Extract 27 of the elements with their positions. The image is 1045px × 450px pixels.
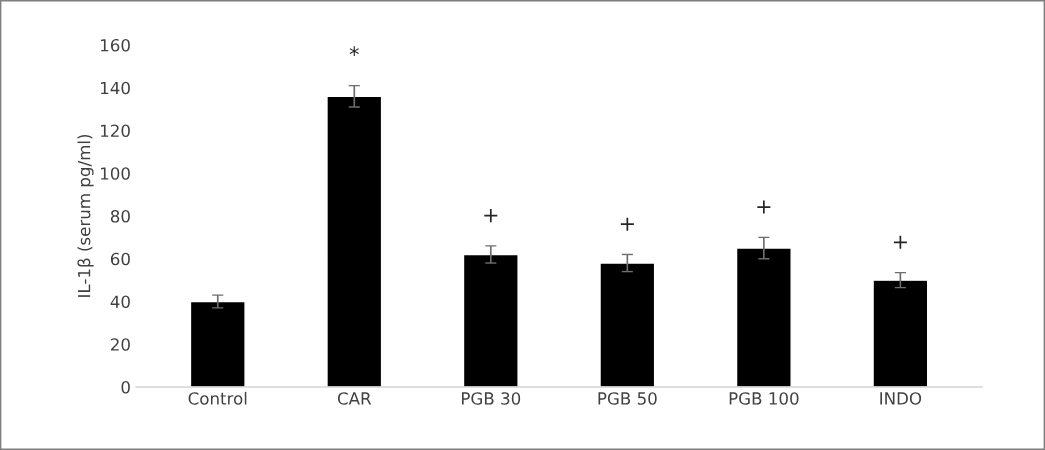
data-label: +	[484, 209, 498, 223]
x-tick-label: INDO	[880, 392, 922, 405]
bar	[462, 253, 519, 387]
y-tick-label: 0	[121, 380, 130, 394]
y-tick-label: 140	[101, 81, 130, 95]
y-tick-label: 100	[101, 167, 130, 180]
x-tick-label: PGB 100	[729, 392, 799, 405]
y-tick-label: 80	[110, 209, 130, 223]
bar	[326, 95, 383, 387]
data-label: *	[349, 46, 359, 56]
data-label: +	[620, 217, 634, 231]
y-tick-label: 20	[111, 338, 130, 351]
data-label: +	[757, 200, 771, 214]
bar	[872, 279, 929, 387]
x-tick-label: CAR	[337, 392, 372, 405]
data-label: +	[893, 235, 907, 249]
y-tick-label: 60	[110, 252, 130, 266]
x-tick-label: Control	[188, 391, 247, 405]
x-tick-label: PGB 30	[462, 392, 521, 405]
x-tick-label: PGB 50	[598, 392, 657, 405]
y-tick-label: 40	[110, 295, 130, 309]
y-tick-label: 120	[101, 124, 130, 138]
bar	[735, 247, 792, 387]
y-tick-label: 160	[101, 38, 130, 52]
y-axis-title: IL-1β (serum pg/ml)	[77, 134, 94, 297]
bar	[599, 262, 656, 387]
bar	[189, 300, 246, 387]
